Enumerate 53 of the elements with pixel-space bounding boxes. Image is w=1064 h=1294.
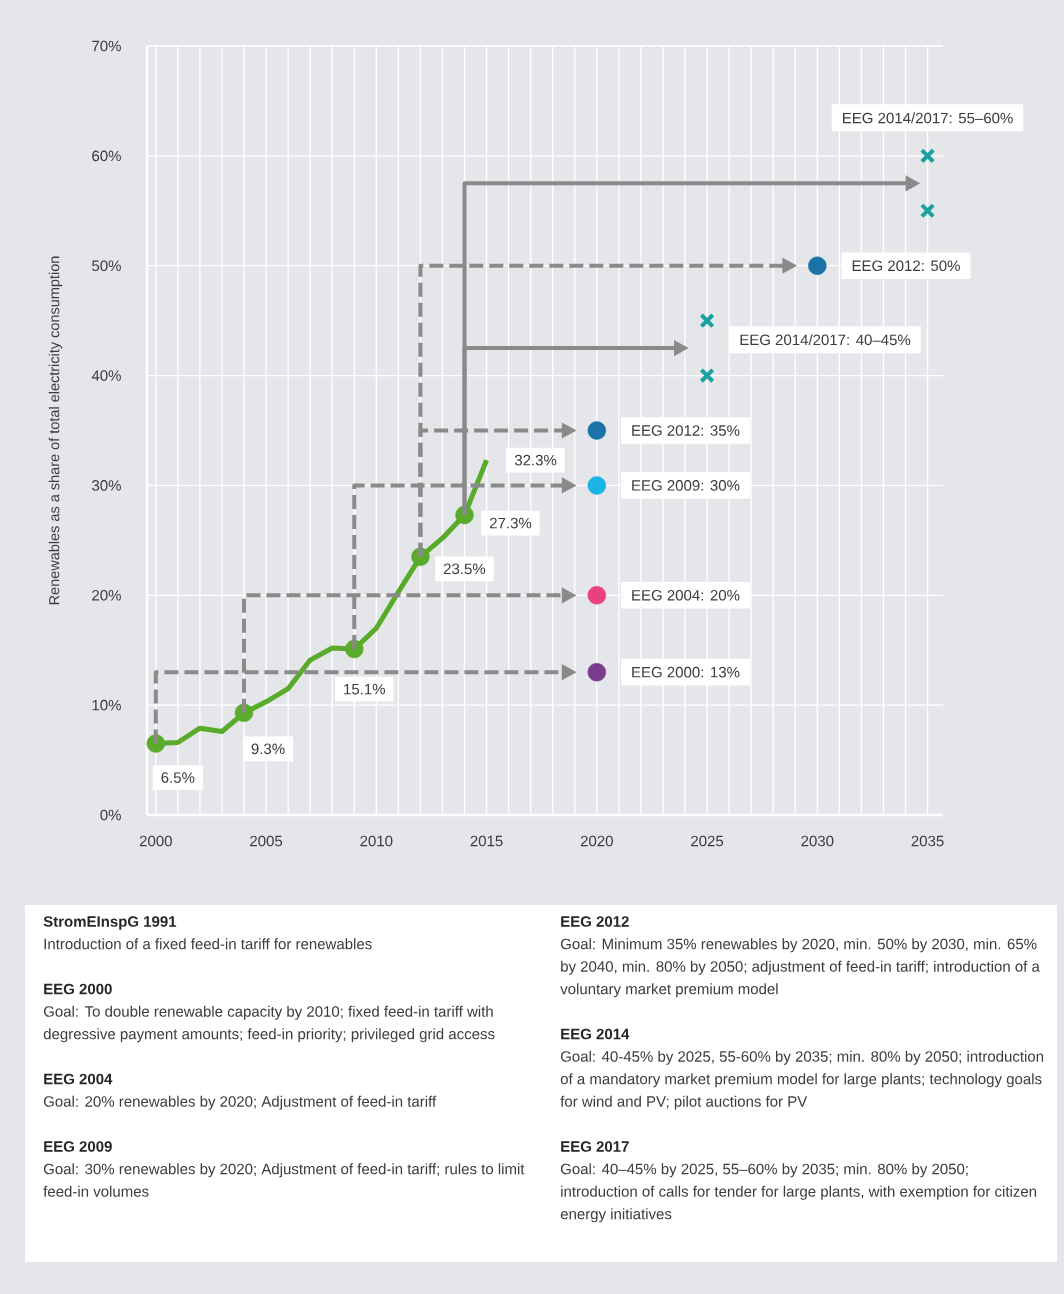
annotation: EEG 2012: 35%: [632, 425, 740, 436]
point: [587, 421, 607, 440]
x-tick-label: 2005: [250, 835, 283, 847]
data-label: 9.3%: [251, 743, 285, 755]
annotation: EEG 2014/2017: 40–45%: [740, 334, 911, 346]
text: EEG 2014: [561, 1028, 630, 1040]
x-tick-label: 2025: [691, 835, 724, 847]
x-tick-label: 2020: [580, 835, 613, 847]
text: EEG 2012: [561, 916, 629, 927]
text: EEG 2009: [44, 1141, 112, 1152]
data-label: 23.5%: [443, 563, 486, 575]
data-label: 15.1%: [344, 683, 385, 695]
data-label: 32.3%: [514, 454, 557, 466]
x-tick-label: 2035: [911, 835, 944, 847]
annotation: EEG 2000: 13%: [632, 666, 740, 678]
point: [919, 203, 936, 219]
y-axis-title: Renewables as a share of total electricity consumption: [48, 256, 63, 605]
text: Goal: 20% renewables by 2020; Adjustment of feed-in tariff: [43, 1095, 437, 1110]
annotation: EEG 2012: 50%: [852, 260, 960, 272]
point: [699, 367, 715, 384]
text: Introduction of a fixed feed-in tariff for renewables: [44, 938, 372, 950]
data-label: 27.3%: [490, 517, 532, 529]
y-tick-label: 0%: [100, 809, 121, 821]
data-label: 6.5%: [161, 772, 195, 783]
y-tick-label: 50%: [92, 260, 121, 272]
point: [587, 586, 607, 605]
x-tick-label: 2000: [139, 835, 172, 847]
point: [919, 148, 936, 164]
text: EEG 2004: [44, 1073, 113, 1085]
x-tick-label: 2010: [360, 835, 393, 847]
point: [808, 256, 827, 275]
y-tick-label: 40%: [91, 370, 121, 381]
text: StromEInspG 1991: [43, 916, 177, 930]
point: [699, 312, 715, 329]
point: [587, 662, 607, 682]
y-tick-label: 10%: [92, 699, 121, 711]
x-tick-label: 2015: [470, 835, 503, 847]
y-tick-label: 60%: [92, 150, 121, 162]
x-tick-label: 2030: [801, 835, 834, 847]
y-tick-label: 70%: [92, 40, 121, 52]
point: [587, 476, 607, 495]
text: Goal: To double renewable capacity by 2010; fixed feed-in tariff with degressive payment amounts; feed-in priority; privileged grid access: [43, 1005, 495, 1043]
y-tick-label: 20%: [92, 589, 121, 601]
annotation: EEG 2004: 20%: [632, 589, 740, 601]
text: EEG 2000: [44, 983, 112, 995]
annotation: EEG 2009: 30%: [632, 480, 740, 491]
annotation: EEG 2014/2017: 55–60%: [843, 112, 1013, 124]
text: EEG 2017: [561, 1141, 629, 1152]
text: Goal: 40-45% by 2025, 55-60% by 2035; min. 80% by 2050; introduction of a mandatory market premium model for large plants; technology goals for wind and PV; pilot auctions for PV: [560, 1050, 1044, 1110]
y-tick-label: 30%: [92, 480, 121, 491]
text: Goal: Minimum 35% renewables by 2020, min. 50% by 2030, min. 65% by 2040, min. 80% by 2050; adjustment of feed-in tariff; introduction of a voluntary market premium model: [560, 938, 1040, 998]
text: Goal: 40–45% by 2025, 55–60% by 2035; min. 80% by 2050; introduction of calls for tender for large plants, with exemption for citizen energy initiatives: [560, 1163, 1037, 1223]
text: Goal: 30% renewables by 2020; Adjustment of feed-in tariff; rules to limit feed-in volumes: [43, 1163, 525, 1197]
